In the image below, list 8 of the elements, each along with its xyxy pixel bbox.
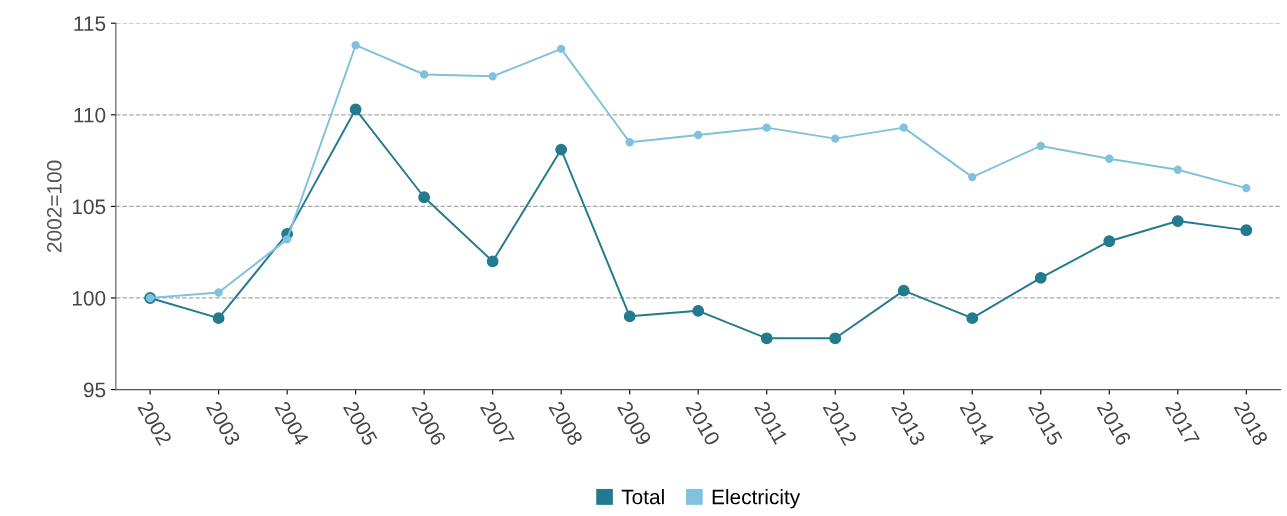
y-tick-label: 110 (74, 107, 106, 123)
y-tick-label: 95 (83, 382, 106, 398)
legend-label: Total (621, 489, 664, 505)
y-tick-label: 100 (72, 290, 106, 306)
y-tick-label: 115 (74, 16, 106, 31)
y-axis-title: 2002=100 (46, 160, 62, 252)
y-tick-label: 105 (72, 199, 106, 215)
legend-label: Electricity (712, 489, 801, 509)
